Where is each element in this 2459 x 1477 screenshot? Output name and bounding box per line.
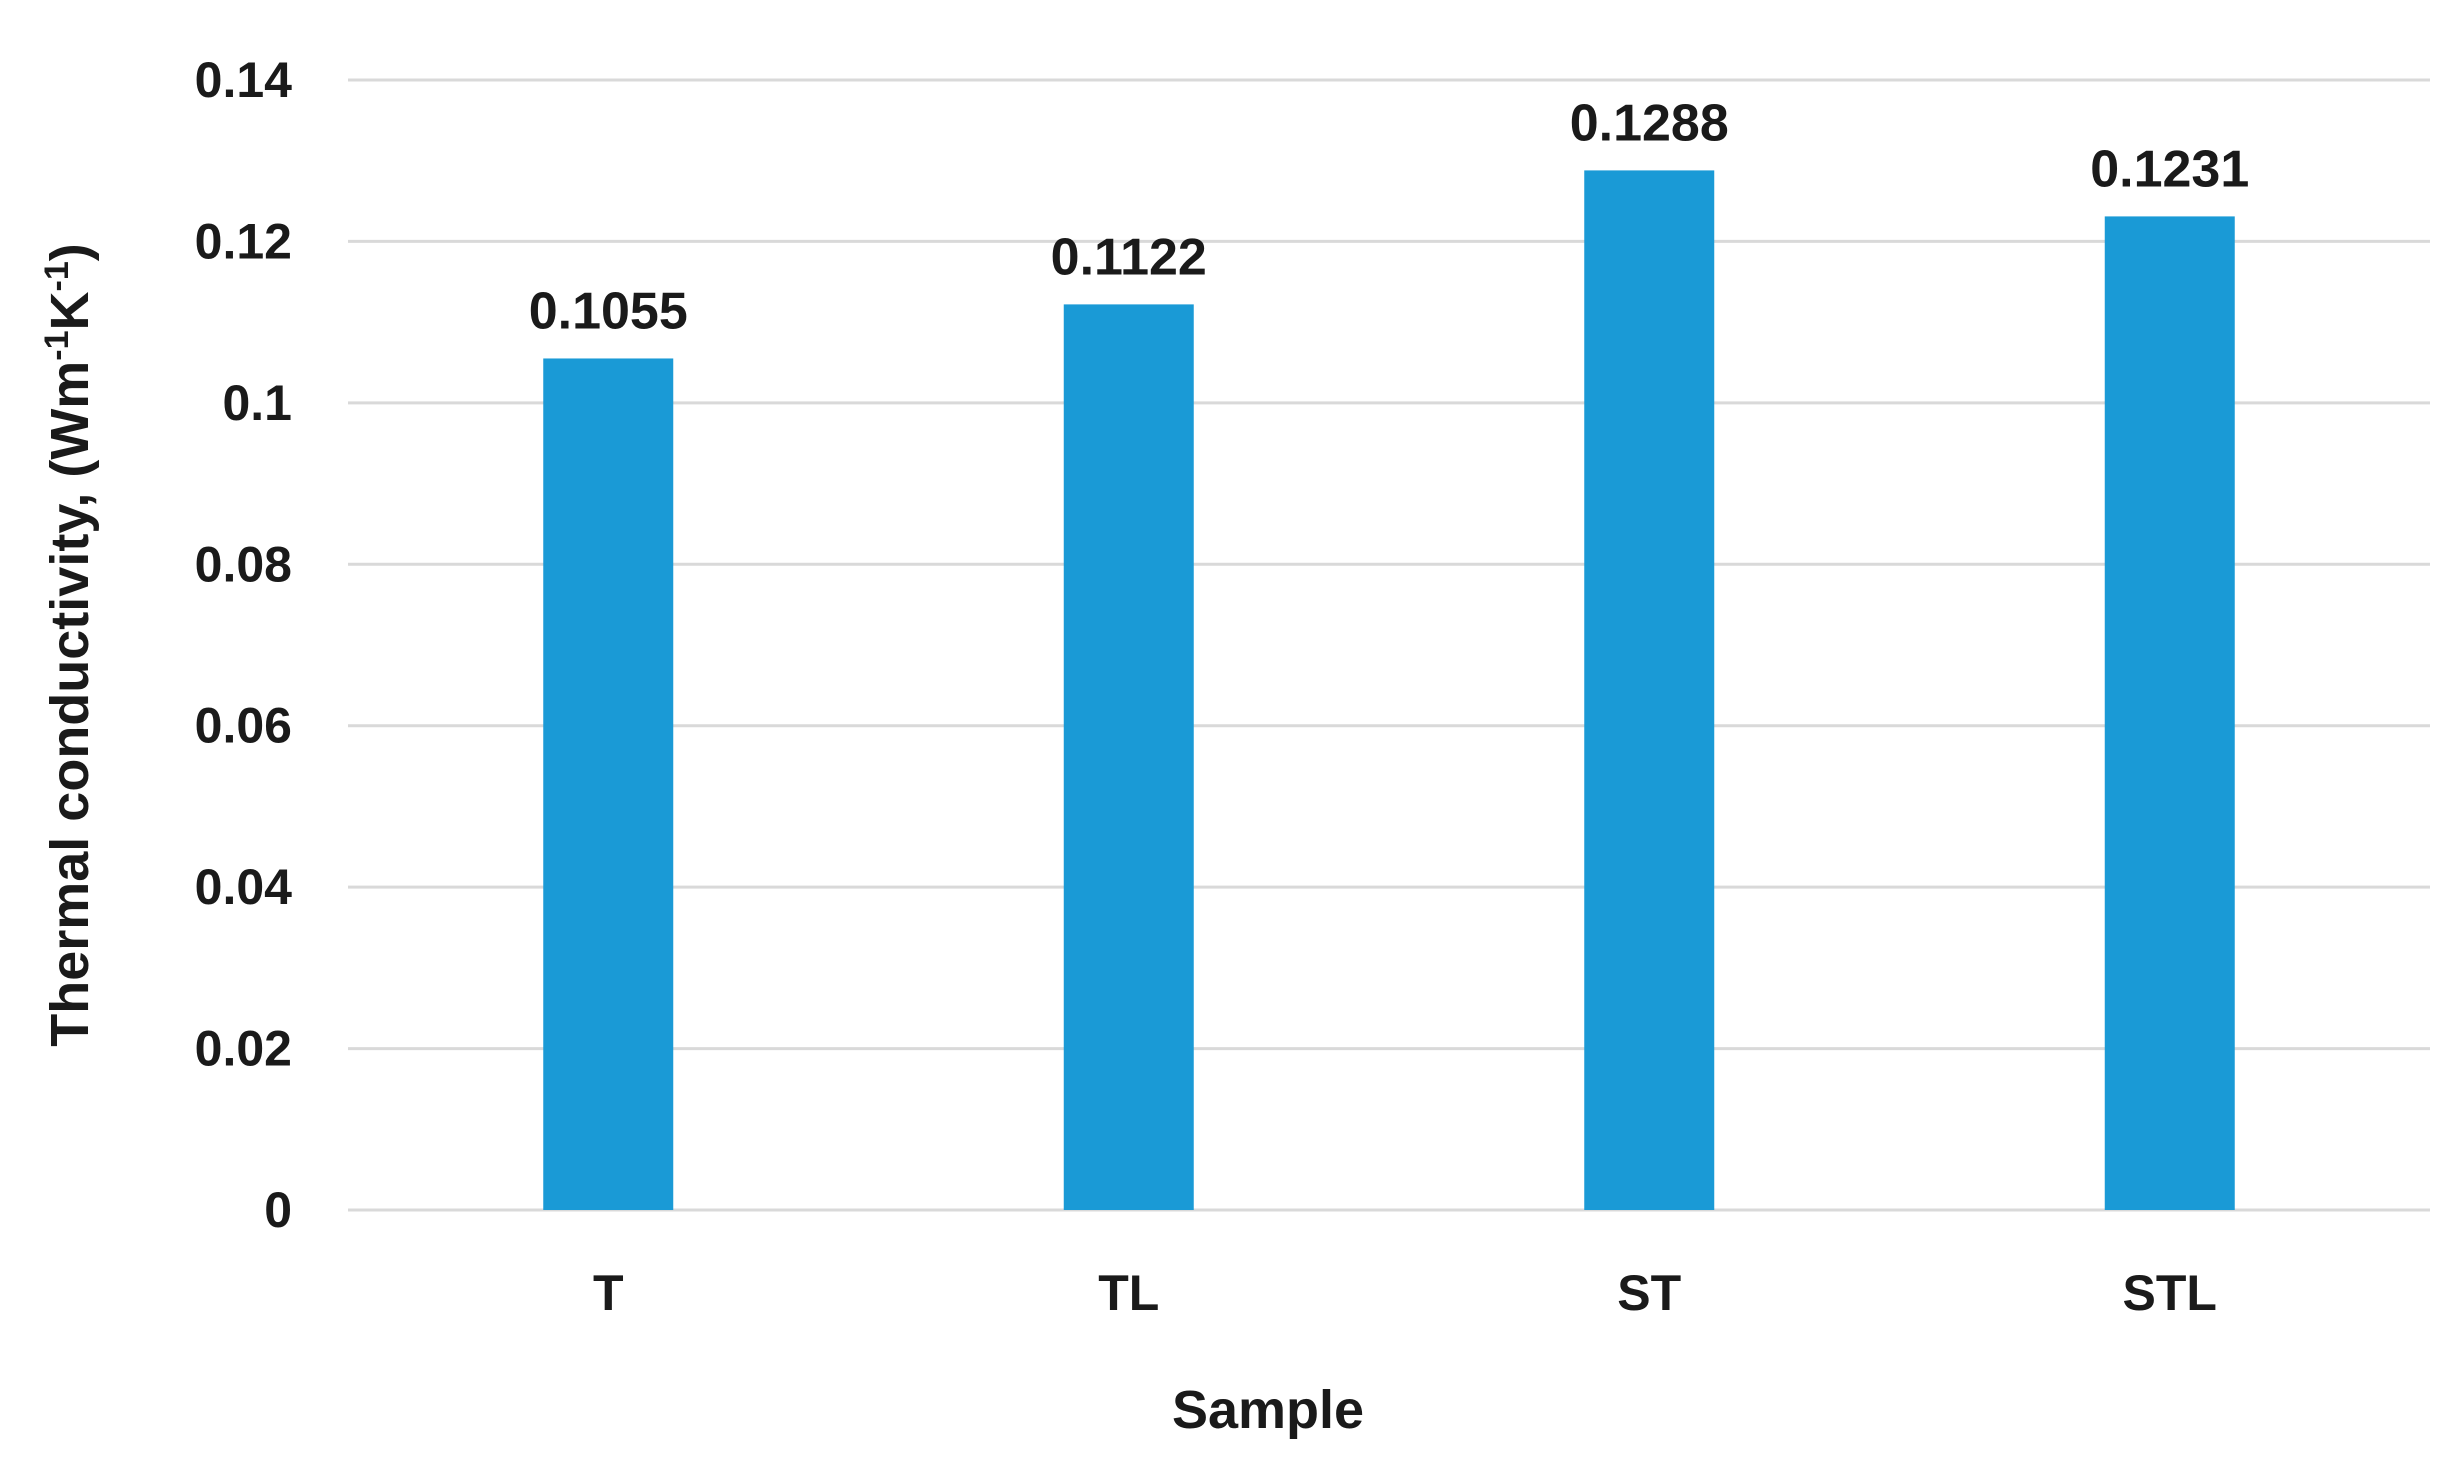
bar-t [543,358,674,1210]
data-labels: 0.1055 0.1122 0.1288 0.1231 [529,94,2250,340]
y-tick-label: 0.04 [195,859,293,915]
y-tick-label: 0.02 [195,1021,292,1077]
y-tick-label: 0.1 [222,375,292,431]
data-label: 0.1122 [1051,228,1207,286]
y-tick-label: 0.14 [195,52,293,108]
x-tick-label: T [593,1265,624,1321]
y-tick-label: 0.08 [195,536,292,592]
bars [543,170,2235,1210]
data-label: 0.1055 [529,282,688,340]
y-axis-title-mid: K [40,291,100,330]
y-tick-label: 0 [264,1182,292,1238]
x-tick-label: ST [1617,1265,1681,1321]
y-axis-title-main: Thermal conductivity, (Wm [40,361,100,1047]
y-axis-title-sup1: -1 [38,330,76,360]
x-tick-labels: T TL ST STL [593,1265,2217,1321]
gridlines [348,78,2430,1212]
bar-st [1584,170,1715,1210]
y-tick-label: 0.12 [195,213,292,269]
y-tick-labels: 0 0.02 0.04 0.06 0.08 0.1 0.12 0.14 [195,52,293,1238]
y-axis-title-end: ) [40,243,100,261]
y-axis-title: Thermal conductivity, (Wm-1K-1) [38,243,100,1047]
data-label: 0.1231 [2090,140,2249,198]
x-tick-label: STL [2123,1265,2217,1321]
y-tick-label: 0.06 [195,698,292,754]
bar-stl [2104,216,2235,1210]
bar-tl [1063,304,1194,1210]
x-axis-title: Sample [1172,1380,1364,1440]
y-axis-title-sup2: -1 [38,261,76,291]
data-label: 0.1288 [1570,94,1729,152]
x-tick-label: TL [1098,1265,1159,1321]
